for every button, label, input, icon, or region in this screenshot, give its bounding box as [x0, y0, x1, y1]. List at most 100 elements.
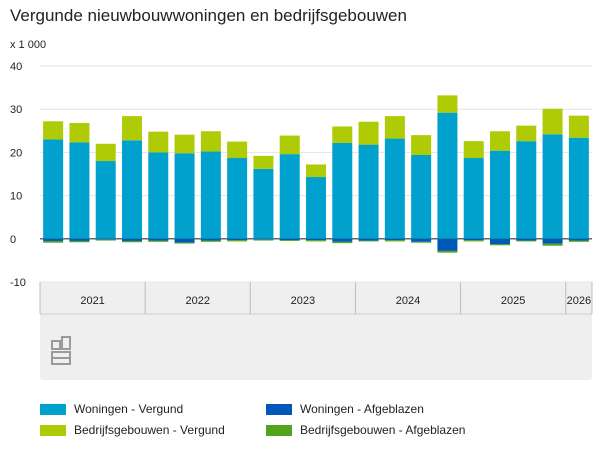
- bar-chart: -10 0 10 20 30 40 2021 2022 2023 2024 2025 2026 x …: [10, 39, 593, 380]
- bar-segment: [568, 137, 589, 239]
- bar-segment: [200, 151, 221, 239]
- legend-label: Woningen - Afgeblazen: [300, 402, 424, 416]
- bar-segment: [227, 141, 248, 159]
- bar-segment: [253, 238, 274, 240]
- bar-segment: [174, 242, 195, 244]
- bar-segment: [95, 143, 116, 162]
- bar-segment: [332, 238, 353, 242]
- bar-segment: [411, 135, 432, 155]
- legend-item-woningen-vergund[interactable]: Woningen - Vergund: [40, 402, 183, 416]
- bars: [43, 95, 589, 253]
- bar-segment: [279, 238, 300, 241]
- x-year-label: 2021: [80, 295, 104, 307]
- bar-segment: [437, 112, 458, 239]
- bar-segment: [384, 238, 405, 241]
- bar-segment: [43, 240, 64, 243]
- bar-segment: [253, 155, 274, 169]
- bar-segment: [332, 142, 353, 239]
- legend-swatch: [266, 403, 292, 415]
- x-axis-band: [40, 282, 592, 380]
- bar-segment: [568, 115, 589, 138]
- bar-segment: [516, 125, 537, 142]
- bar-segment: [279, 154, 300, 239]
- bar-segment: [227, 240, 248, 242]
- bar-segment: [542, 243, 563, 246]
- bar-segment: [332, 126, 353, 143]
- legend-swatch: [266, 424, 292, 436]
- bar-segment: [332, 241, 353, 244]
- bar-segment: [411, 241, 432, 243]
- bar-segment: [95, 238, 116, 240]
- y-tick-label: 10: [10, 191, 22, 203]
- bar-segment: [200, 131, 221, 152]
- legend-label: Bedrijfsgebouwen - Afgeblazen: [300, 423, 466, 437]
- bar-segment: [174, 134, 195, 154]
- bar-segment: [384, 116, 405, 139]
- bar-segment: [95, 161, 116, 239]
- bar-segment: [463, 158, 484, 239]
- logo-part: [61, 336, 71, 350]
- bar-segment: [148, 238, 169, 241]
- bar-segment: [306, 240, 326, 242]
- bar-segment: [253, 239, 274, 241]
- legend-label: Bedrijfsgebouwen - Vergund: [74, 423, 225, 437]
- bar-segment: [437, 250, 458, 253]
- legend-item-woningen-afgeblazen[interactable]: Woningen - Afgeblazen: [266, 402, 424, 416]
- y-axis: -10 0 10 20 30 40: [10, 61, 26, 289]
- bar-segment: [306, 177, 326, 239]
- y-tick-label: 40: [10, 61, 22, 73]
- x-axis: 2021 2022 2023 2024 2025 2026: [39, 282, 593, 380]
- bar-segment: [516, 141, 537, 239]
- y-tick-label: -10: [10, 277, 26, 289]
- bar-segment: [122, 238, 142, 241]
- bar-segment: [411, 238, 432, 242]
- logo-part: [51, 340, 61, 350]
- y-tick-label: 30: [10, 104, 22, 116]
- legend-swatch: [40, 403, 66, 415]
- bar-segment: [200, 238, 221, 241]
- y-tick-label: 20: [10, 147, 22, 159]
- bar-segment: [174, 238, 195, 243]
- bar-segment: [69, 240, 90, 243]
- bar-segment: [148, 152, 169, 239]
- bar-segment: [174, 153, 195, 239]
- legend-item-bedrijfsgebouwen-afgeblazen[interactable]: Bedrijfsgebouwen - Afgeblazen: [266, 423, 465, 437]
- x-year-label: 2026: [567, 295, 591, 307]
- bar-segment: [227, 158, 248, 239]
- bar-segment: [122, 116, 142, 141]
- chart-title: Vergunde nieuwbouwwoningen en bedrijfsge…: [10, 6, 407, 25]
- bar-segment: [490, 243, 510, 246]
- legend-item-bedrijfsgebouwen-vergund[interactable]: Bedrijfsgebouwen - Vergund: [40, 423, 225, 437]
- bar-segment: [69, 238, 90, 241]
- bar-segment: [516, 240, 537, 242]
- bar-segment: [69, 123, 90, 143]
- bar-segment: [306, 238, 326, 241]
- bar-segment: [358, 121, 379, 145]
- bar-segment: [279, 135, 300, 155]
- bar-segment: [253, 168, 274, 239]
- bar-segment: [490, 238, 510, 244]
- bar-segment: [358, 144, 379, 239]
- bar-segment: [69, 142, 90, 239]
- x-year-label: 2024: [396, 295, 420, 307]
- bar-segment: [358, 240, 379, 242]
- bar-segment: [148, 240, 169, 242]
- bar-segment: [43, 121, 64, 140]
- bar-segment: [279, 240, 300, 241]
- bar-segment: [306, 164, 326, 178]
- y-tick-label: 0: [10, 234, 16, 246]
- bar-segment: [463, 240, 484, 242]
- bar-segment: [490, 150, 510, 239]
- bar-segment: [43, 139, 64, 239]
- bar-segment: [437, 238, 458, 251]
- bar-segment: [437, 95, 458, 113]
- bar-segment: [95, 239, 116, 241]
- bar-segment: [568, 238, 589, 241]
- bar-segment: [490, 131, 510, 151]
- bar-segment: [542, 134, 563, 239]
- bar-segment: [568, 240, 589, 242]
- bar-segment: [516, 238, 537, 241]
- bar-segment: [227, 238, 248, 241]
- bar-segment: [148, 131, 169, 153]
- cbs-logo-icon: [51, 336, 71, 365]
